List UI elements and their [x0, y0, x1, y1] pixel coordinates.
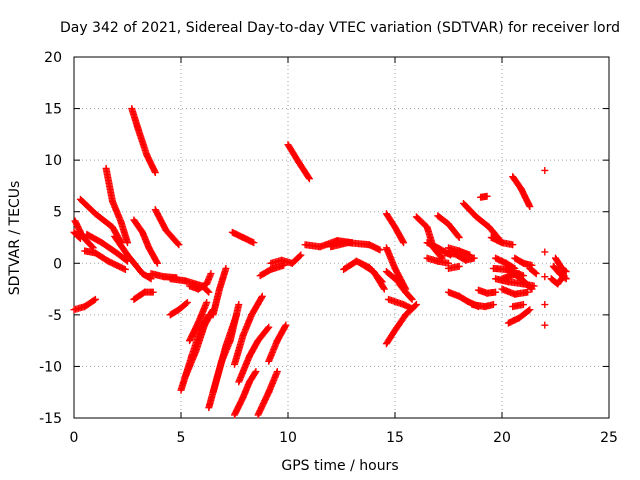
data-point: [483, 192, 491, 200]
x-tick-label: 25: [600, 430, 618, 446]
data-point: [402, 285, 410, 293]
data-point: [258, 292, 266, 300]
data-point: [258, 294, 266, 302]
data-point: [204, 287, 212, 295]
data-point: [541, 166, 549, 174]
data-point: [401, 284, 409, 292]
axis-ticks: 0 5 10 15 20 25 -15 -10 -5 0 5 10 15 20: [39, 50, 618, 446]
data-point: [532, 270, 540, 278]
data-point: [183, 298, 191, 306]
x-axis-label: GPS time / hours: [281, 458, 398, 474]
data-point: [400, 239, 408, 247]
x-tick-label: 10: [279, 430, 297, 446]
data-point: [297, 251, 305, 259]
x-tick-label: 15: [386, 430, 404, 446]
data-point: [492, 288, 500, 296]
chart-title: Day 342 of 2021, Sidereal Day-to-day VTE…: [60, 20, 620, 36]
data-point: [203, 298, 211, 306]
data-point: [305, 175, 313, 183]
data-point: [251, 369, 259, 377]
data-point: [149, 288, 157, 296]
data-point: [515, 270, 523, 278]
data-point: [519, 301, 527, 309]
y-axis-label: SDTVAR / TECUs: [7, 181, 23, 296]
data-point: [528, 285, 536, 293]
data-point: [526, 306, 534, 314]
data-point: [121, 265, 129, 273]
data-point: [296, 252, 304, 260]
data-point: [265, 323, 273, 331]
data-point: [455, 234, 463, 241]
data-point: [124, 239, 131, 247]
data-point: [559, 273, 567, 281]
data-point: [273, 368, 281, 376]
data-point: [281, 322, 289, 330]
data-point: [511, 264, 519, 272]
data-point: [526, 203, 534, 211]
data-point: [489, 301, 497, 309]
y-tick-label: 10: [44, 153, 62, 169]
y-tick-label: 20: [44, 50, 62, 66]
data-point: [411, 302, 419, 310]
data-point: [250, 239, 258, 247]
data-point: [380, 285, 388, 293]
data-point: [305, 173, 313, 181]
x-tick-label: 20: [493, 430, 511, 446]
data-point: [408, 295, 416, 303]
data-point: [174, 240, 182, 248]
data-point: [541, 301, 549, 309]
data-point: [470, 254, 478, 262]
y-tick-label: -5: [48, 308, 62, 324]
data-point: [222, 264, 230, 272]
plot-frame: [73, 56, 610, 419]
x-tick-label: 5: [177, 430, 186, 446]
data-point: [454, 232, 462, 240]
data-point: [412, 301, 420, 309]
y-tick-label: 5: [53, 205, 62, 221]
data-point: [175, 241, 183, 249]
data-point: [91, 295, 99, 303]
grid-lines: [73, 56, 610, 419]
plot-border: [73, 56, 610, 419]
data-point: [205, 288, 213, 296]
data-point: [562, 268, 570, 276]
data-point: [153, 259, 161, 267]
y-tick-label: 0: [53, 256, 62, 272]
data-point: [561, 267, 569, 275]
data-point: [264, 324, 272, 332]
data-point: [75, 234, 83, 241]
x-tick-label: 0: [70, 430, 79, 446]
y-tick-label: 15: [44, 102, 62, 118]
data-point: [541, 273, 549, 281]
data-point: [207, 270, 215, 278]
data-point: [282, 321, 290, 329]
data-point: [527, 284, 535, 292]
data-point: [146, 274, 154, 282]
data-point: [455, 262, 463, 270]
data-point: [151, 169, 159, 177]
data-point: [252, 368, 260, 376]
data-point: [524, 288, 532, 296]
data-point: [399, 237, 407, 245]
data-point: [182, 300, 190, 308]
data-point: [407, 294, 415, 302]
data-point: [509, 241, 517, 249]
data-point: [376, 246, 384, 254]
data-point: [153, 258, 161, 266]
data-point: [541, 321, 549, 329]
data-point: [541, 248, 549, 256]
data-point: [525, 307, 533, 315]
y-tick-label: -15: [39, 411, 62, 427]
data-point: [90, 296, 98, 304]
data-point: [531, 269, 539, 277]
y-tick-label: -10: [39, 359, 62, 375]
data-point: [76, 235, 84, 243]
data-points: [70, 105, 570, 419]
data-point: [379, 284, 387, 292]
data-point: [235, 301, 243, 309]
